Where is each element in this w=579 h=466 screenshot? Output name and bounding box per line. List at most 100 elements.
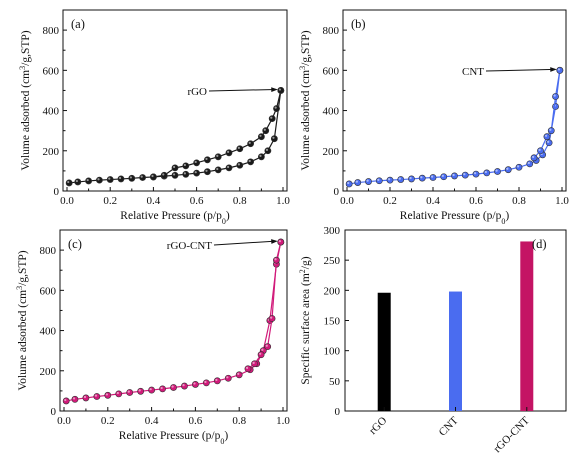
point-highlight xyxy=(86,178,89,182)
x-category-label: rGO-CNT xyxy=(491,414,532,455)
point-highlight xyxy=(495,169,498,172)
data-point xyxy=(545,139,553,147)
point-highlight xyxy=(108,177,111,180)
y-tick-label: 400 xyxy=(40,326,57,338)
x-tick-label: 0.0 xyxy=(57,415,71,427)
data-point xyxy=(408,175,415,183)
point-highlight xyxy=(263,128,266,131)
data-point xyxy=(104,391,112,399)
point-highlight xyxy=(452,173,455,177)
data-point xyxy=(537,147,544,155)
x-tick-label: 0.6 xyxy=(190,195,204,207)
data-point xyxy=(257,153,265,161)
point-highlight xyxy=(278,240,282,243)
panel-c: 0 200 400 600 800 0.0 0.2 0.4 0.6 0.8 1.0 Relative … xyxy=(15,229,290,446)
point-highlight xyxy=(149,388,152,391)
point-highlight xyxy=(94,394,98,397)
x-category-label: rGO xyxy=(367,415,389,437)
series-annotation: rGO xyxy=(187,86,207,98)
data-point xyxy=(203,168,211,176)
data-point xyxy=(451,172,458,180)
data-point xyxy=(543,133,551,141)
data-point xyxy=(552,93,559,100)
data-point xyxy=(270,135,278,143)
x-axis-label: Relative Pressure (p/p0) xyxy=(400,210,510,226)
data-point xyxy=(106,176,114,183)
data-point xyxy=(203,156,211,164)
point-highlight xyxy=(431,175,434,178)
data-point xyxy=(504,166,512,174)
data-point xyxy=(82,394,90,402)
data-point xyxy=(214,153,222,161)
point-highlight xyxy=(270,116,273,119)
data-point xyxy=(375,177,383,185)
x-tick-label: 1.0 xyxy=(555,195,569,207)
y-tick-label: 400 xyxy=(43,106,60,118)
point-highlight xyxy=(97,178,100,181)
series-annotation: CNT xyxy=(462,66,484,78)
panel-a: 0 200 400 600 800 0.0 0.2 0.4 0.6 0.8 1.0 Relative … xyxy=(18,9,290,226)
data-point xyxy=(515,163,523,171)
data-point xyxy=(236,145,244,153)
data-point xyxy=(171,164,179,172)
y-tick-label: 50 xyxy=(329,376,341,388)
data-point xyxy=(472,170,480,178)
point-highlight xyxy=(252,361,255,364)
point-highlight xyxy=(248,159,251,163)
data-point xyxy=(386,176,394,184)
data-point xyxy=(182,170,190,178)
annotation-arrow-line xyxy=(485,68,555,72)
data-point xyxy=(345,180,353,188)
data-point xyxy=(268,315,276,322)
point-highlight xyxy=(64,398,67,402)
point-highlight xyxy=(237,146,240,149)
data-point xyxy=(202,379,210,387)
data-point xyxy=(137,387,145,395)
point-highlight xyxy=(532,155,535,159)
y-tick-label: 200 xyxy=(324,285,341,297)
x-category-label: CNT xyxy=(437,414,461,438)
data-point xyxy=(526,160,534,168)
data-point xyxy=(429,174,437,181)
y-tick-label: 400 xyxy=(323,106,340,118)
point-highlight xyxy=(553,94,556,97)
data-point xyxy=(257,133,265,141)
point-highlight xyxy=(140,175,143,178)
point-highlight xyxy=(409,176,412,180)
point-highlight xyxy=(183,172,186,175)
data-point xyxy=(170,384,177,391)
point-highlight xyxy=(75,179,78,183)
x-tick-label: 0.0 xyxy=(340,195,354,207)
y-axis-label: Volume adsorbed (cm3/g,STP) xyxy=(298,30,313,170)
x-tick-label: 0.2 xyxy=(101,415,115,427)
data-point xyxy=(159,385,166,393)
data-point xyxy=(483,169,491,177)
y-tick-label: 600 xyxy=(43,65,60,77)
data-point xyxy=(547,127,555,135)
point-highlight xyxy=(105,393,108,396)
x-tick-label: 0.4 xyxy=(145,415,159,427)
annotation-arrow-head xyxy=(550,67,557,72)
point-highlight xyxy=(377,178,380,181)
x-tick-label: 0.8 xyxy=(233,195,247,207)
data-point xyxy=(148,386,155,394)
point-highlight xyxy=(347,181,350,185)
point-highlight xyxy=(138,389,141,392)
point-highlight xyxy=(355,180,358,183)
y-tick-label: 250 xyxy=(324,255,341,267)
data-point xyxy=(214,166,222,174)
bar xyxy=(449,291,462,411)
plot-frame xyxy=(62,9,288,192)
point-highlight xyxy=(194,160,197,164)
panel-label: (d) xyxy=(532,237,547,251)
point-highlight xyxy=(544,134,548,137)
annotation-arrow-head xyxy=(271,239,278,244)
data-point xyxy=(556,66,564,74)
panel-d: 0 50 100 150 200 250 300 rGO CNT rGO-CNT Specific … xyxy=(298,225,567,455)
y-tick-label: 800 xyxy=(43,25,60,37)
point-highlight xyxy=(474,172,477,175)
point-highlight xyxy=(274,106,277,109)
data-point xyxy=(277,238,285,246)
annotation-arrow-line xyxy=(213,240,276,246)
point-highlight xyxy=(274,258,277,261)
